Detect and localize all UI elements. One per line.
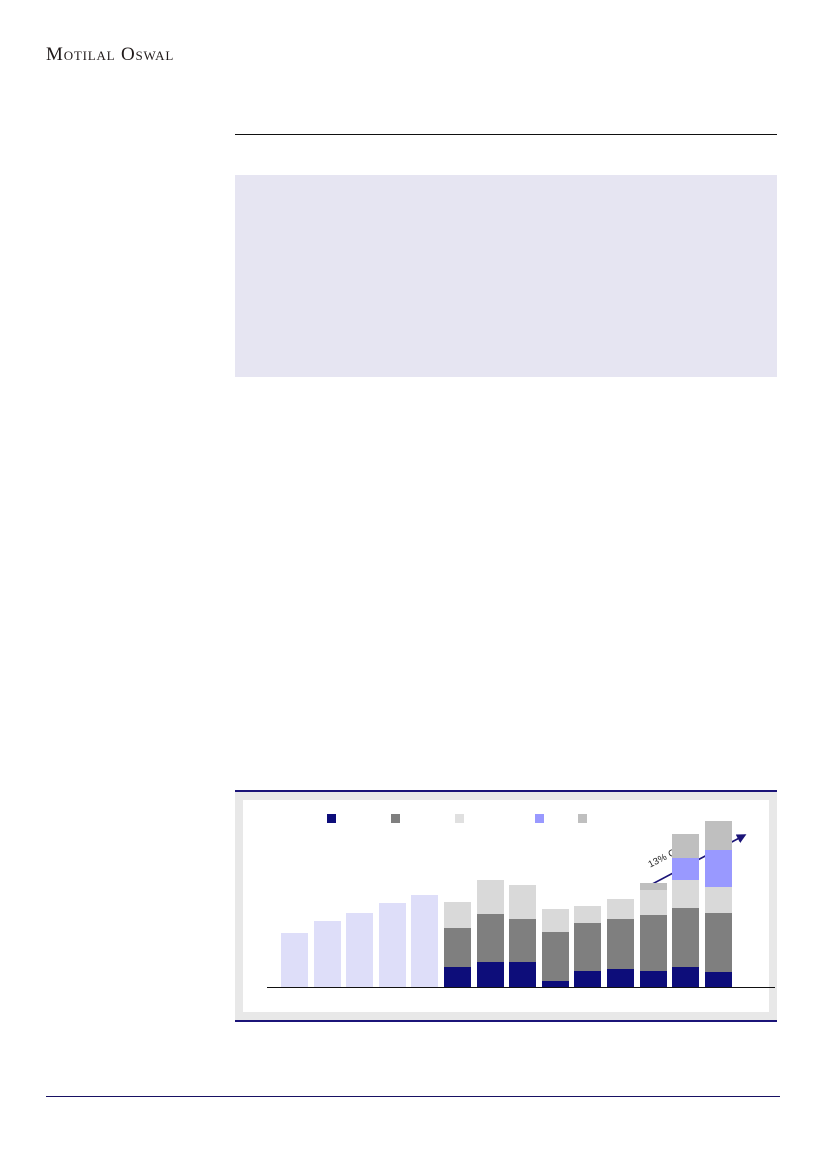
bar-segment-series-5 (704, 821, 732, 851)
legend-item-1[interactable] (327, 814, 340, 823)
bar-segment-series-2 (672, 908, 700, 967)
navy-swatch (327, 814, 336, 823)
footer-divider (46, 1096, 780, 1097)
bar-column (704, 821, 732, 987)
bar-segment-series-3 (444, 902, 471, 929)
chart-canvas: 13% CAGR (243, 800, 775, 1012)
bar-column (541, 909, 569, 987)
bar-segment-series-1 (444, 967, 471, 987)
bar-column (313, 921, 341, 987)
bar-column (346, 912, 374, 987)
bar-segment-series-3 (639, 890, 667, 916)
bar-segment-series-1 (476, 962, 504, 987)
bar-segment-series-3 (672, 879, 700, 909)
bar-segment-series-4 (672, 857, 700, 880)
bar-segment-series-3 (607, 898, 634, 919)
chart-legend (243, 800, 769, 826)
header-divider (235, 134, 777, 135)
bar-column (639, 883, 667, 987)
legend-item-2[interactable] (391, 814, 404, 823)
bar-segment-series-2 (541, 931, 569, 982)
light-gray-swatch (455, 814, 464, 823)
bar-segment-series-2 (607, 918, 634, 970)
bar-column (672, 834, 700, 987)
bar-segment-series-2 (509, 918, 537, 963)
bar-segment-series-1 (704, 971, 732, 987)
bar-segment-series-3 (704, 886, 732, 913)
x-axis-baseline (267, 987, 775, 988)
gray-swatch (391, 814, 400, 823)
bar-column (444, 902, 471, 987)
bar-segment-series-historic (411, 895, 439, 987)
bar-segment-series-2 (476, 914, 504, 963)
bar-segment-series-1 (541, 981, 569, 987)
bar-column (509, 884, 537, 987)
bar-column (281, 932, 308, 987)
bar-column (476, 879, 504, 987)
bar-segment-series-5 (672, 834, 700, 858)
periwinkle-swatch (535, 814, 544, 823)
bar-segment-series-historic (378, 903, 406, 987)
chart-figure: 13% CAGR (235, 790, 777, 1022)
bar-segment-series-historic (313, 921, 341, 987)
chart-plot-area: 13% CAGR (257, 820, 775, 988)
bar-segment-series-1 (574, 970, 602, 987)
bar-segment-series-1 (639, 970, 667, 987)
brand-logo: Motilal Oswal (46, 44, 175, 65)
legend-item-4[interactable] (535, 814, 548, 823)
bar-segment-series-2 (639, 915, 667, 971)
bar-column (411, 895, 439, 987)
bar-segment-series-2 (444, 928, 471, 967)
bar-segment-series-3 (476, 879, 504, 915)
medium-gray-swatch (578, 814, 587, 823)
legend-item-3[interactable] (455, 814, 468, 823)
bar-column (378, 903, 406, 987)
bar-segment-series-3 (541, 909, 569, 932)
bar-segment-series-3 (509, 884, 537, 919)
bar-segment-series-3 (574, 905, 602, 924)
bar-column (607, 898, 634, 987)
bar-segment-series-5 (639, 883, 667, 891)
bar-segment-series-2 (574, 923, 602, 971)
bar-segment-series-historic (346, 912, 374, 987)
bar-segment-series-1 (509, 962, 537, 987)
bar-segment-series-2 (704, 912, 732, 972)
bar-segment-series-1 (607, 969, 634, 987)
bar-column (574, 905, 602, 987)
bar-segment-series-historic (281, 932, 308, 987)
bar-segment-series-1 (672, 967, 700, 987)
bar-segment-series-4 (704, 850, 732, 887)
highlight-callout-box (235, 175, 777, 377)
legend-item-5[interactable] (578, 814, 591, 823)
